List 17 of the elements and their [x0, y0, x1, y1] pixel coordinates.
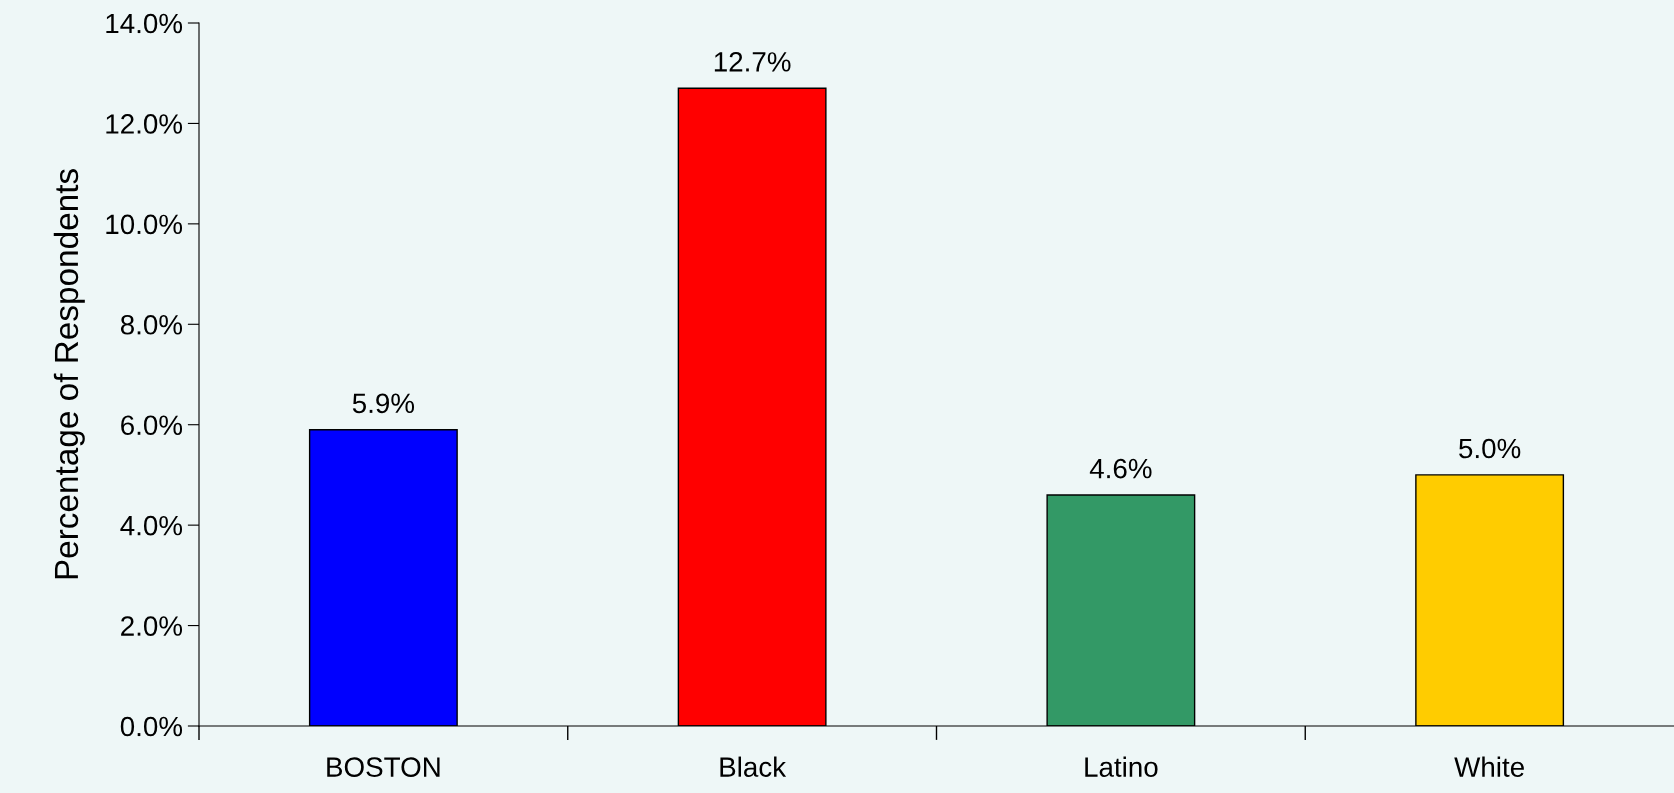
x-tick-label: Latino	[1085, 756, 1158, 777]
y-tick-label: 2.0%	[121, 616, 183, 636]
y-tick-label: 10.0%	[106, 214, 183, 235]
x-tick-label: Black	[720, 756, 787, 777]
y-tick-label: 14.0%	[106, 13, 183, 34]
y-tick-label: 4.0%	[120, 515, 183, 536]
data-label: 12.7%	[714, 52, 791, 72]
y-tick-label: 0.0%	[120, 716, 183, 737]
y-tick-label: 12.0%	[106, 114, 183, 134]
x-tick-label: BOSTON	[327, 757, 440, 777]
data-label: 5.0%	[1459, 438, 1521, 459]
data-label: 4.6%	[1089, 458, 1152, 479]
data-label: 5.9%	[352, 393, 415, 414]
y-tick-label: 8.0%	[120, 314, 183, 335]
y-tick-label: 6.0%	[121, 415, 183, 436]
x-tick-label: White	[1454, 756, 1524, 777]
y-axis-title: Percentage of Respondents	[53, 169, 85, 579]
